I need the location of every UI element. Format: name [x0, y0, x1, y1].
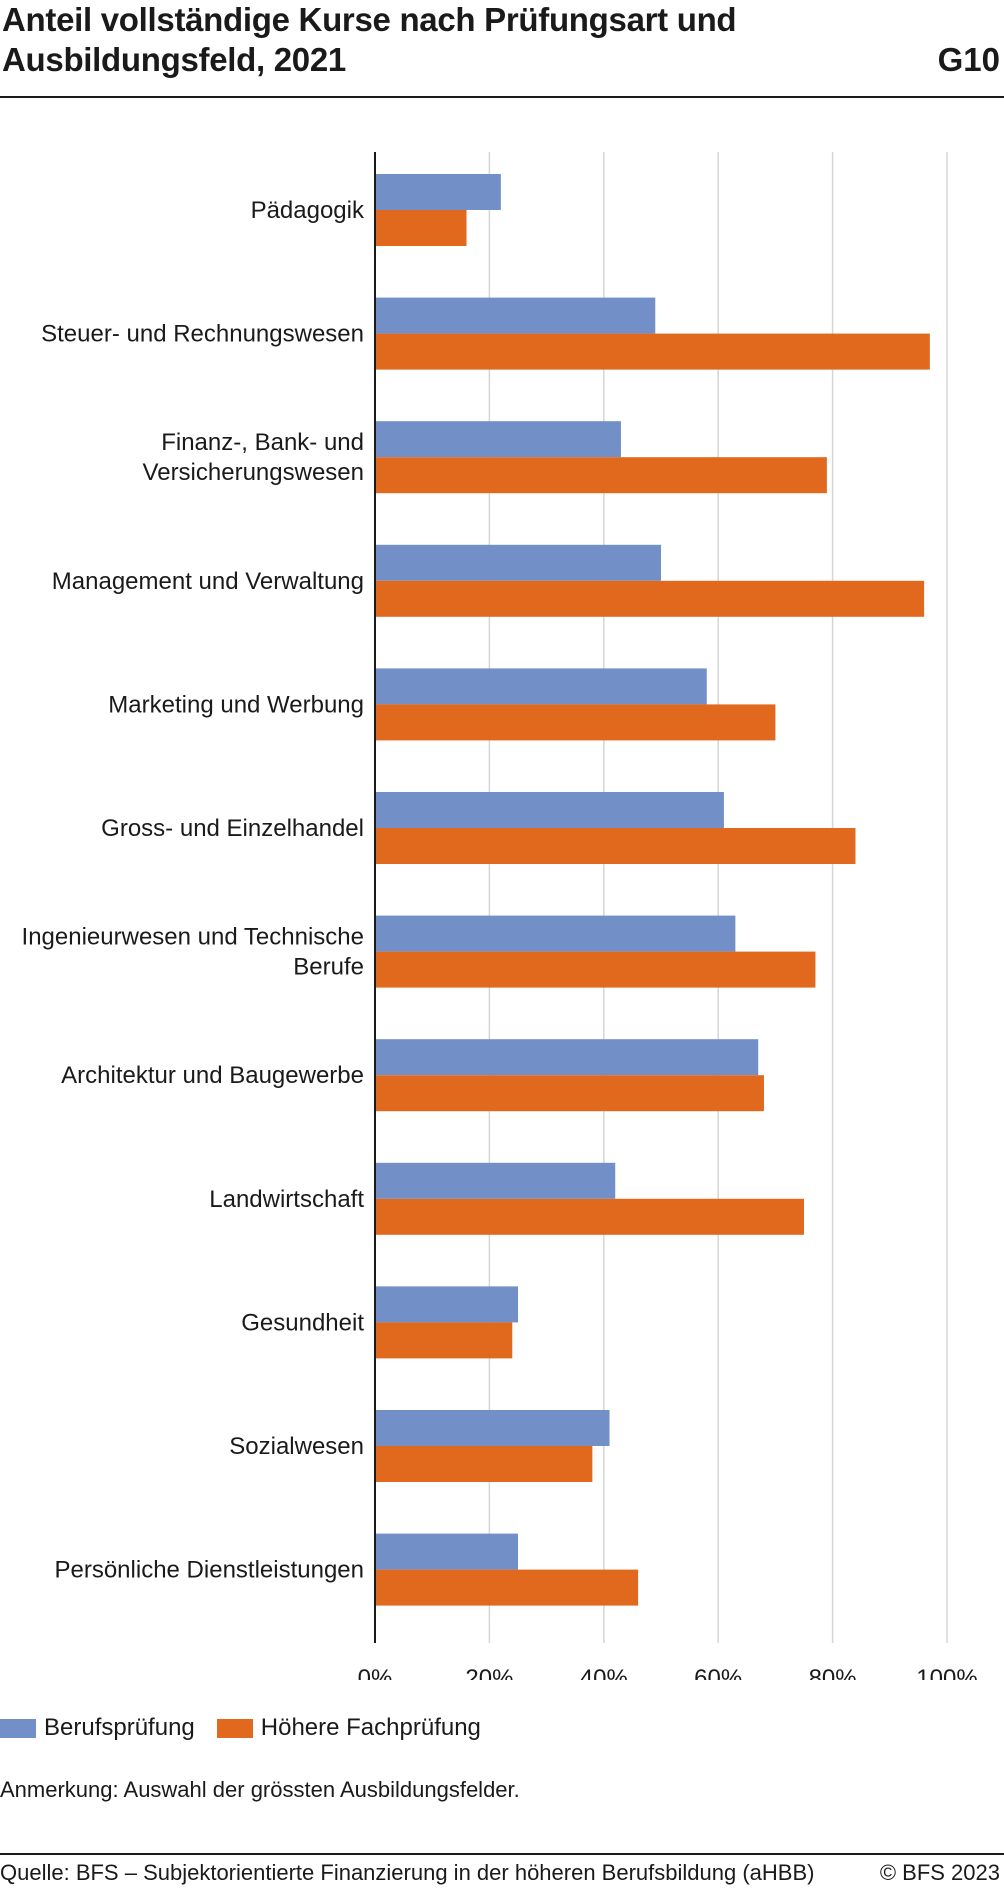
bar-berufspruefung [375, 1039, 759, 1076]
category-label-line: Marketing und Werbung [108, 691, 364, 718]
bar-hoehere-fachpruefung [375, 1446, 593, 1482]
category-label: Landwirtschaft [209, 1186, 364, 1213]
category-label: Architektur und Baugewerbe [61, 1062, 364, 1089]
bar-chart: Pädagogik Steuer- und Rechnungswesen Finan… [22, 152, 978, 1680]
legend: Berufsprüfung Höhere Fachprüfung [0, 1712, 503, 1744]
bar-berufspruefung [375, 1533, 518, 1570]
category-label: Sozialwesen [229, 1433, 364, 1460]
x-tick-label: 60% [694, 1665, 742, 1680]
category-label-line: Gesundheit [241, 1309, 364, 1336]
x-tick-labels: 0% 20% 40% 60% 80% 100% [358, 1665, 978, 1680]
category-label-line: Pädagogik [251, 197, 365, 224]
category-label: Persönliche Dienstleistungen [54, 1557, 364, 1584]
chart-title: Anteil vollständige Kurse nach Prüfungsa… [2, 1, 737, 78]
category-label: Management und Verwaltung [52, 568, 364, 595]
bar-berufspruefung [375, 1410, 610, 1446]
chart-note: Anmerkung: Auswahl der grössten Ausbildu… [0, 1777, 520, 1802]
legend-item-hoehere-fachpruefung: Höhere Fachprüfung [216, 1714, 481, 1742]
bar-berufspruefung [375, 792, 724, 828]
category-label: Gross- und Einzelhandel [101, 815, 364, 842]
category-label-line: Gross- und Einzelhandel [101, 815, 364, 842]
category-label-line: Ingenieurwesen und Technische [22, 924, 364, 951]
bar-berufspruefung [375, 421, 621, 458]
category-label: Gesundheit [241, 1309, 364, 1336]
legend-swatch-hoehere-fachpruefung [216, 1718, 253, 1738]
category-label: Finanz-, Bank- und Versicherungswesen [143, 429, 364, 486]
header-divider [0, 96, 1004, 98]
legend-swatch-berufspruefung [0, 1718, 36, 1738]
category-label-line: Architektur und Baugewerbe [61, 1062, 364, 1089]
bar-hoehere-fachpruefung [375, 1322, 513, 1359]
x-tick-label: 40% [580, 1665, 628, 1680]
category-label-line: Finanz-, Bank- und [161, 429, 364, 456]
category-label-line: Landwirtschaft [209, 1186, 364, 1213]
bar-hoehere-fachpruefung [375, 951, 816, 988]
bar-berufspruefung [375, 668, 707, 705]
category-label: Marketing und Werbung [108, 691, 364, 718]
legend-label-hoehere-fachpruefung: Höhere Fachprüfung [260, 1714, 481, 1741]
bar-hoehere-fachpruefung [375, 457, 827, 494]
bar-berufspruefung [375, 174, 501, 210]
category-label-line: Berufe [293, 954, 364, 981]
legend-label-berufspruefung: Berufsprüfung [44, 1714, 195, 1741]
bar-hoehere-fachpruefung [375, 333, 930, 370]
bar-berufspruefung [375, 544, 661, 581]
category-labels: Pädagogik Steuer- und Rechnungswesen Finan… [22, 197, 365, 1584]
bar-hoehere-fachpruefung [375, 1075, 764, 1112]
bar-hoehere-fachpruefung [375, 828, 856, 864]
bar-berufspruefung [375, 297, 656, 334]
source-text: Quelle: BFS – Subjektorientierte Finanzi… [0, 1860, 815, 1885]
bar-hoehere-fachpruefung [375, 210, 467, 246]
category-label: Pädagogik [251, 197, 365, 224]
x-tick-label: 80% [809, 1665, 857, 1680]
bar-hoehere-fachpruefung [375, 1198, 804, 1235]
bar-hoehere-fachpruefung [375, 1569, 639, 1606]
bar-berufspruefung [375, 1286, 518, 1323]
bar-hoehere-fachpruefung [375, 580, 925, 617]
bars [375, 174, 930, 1606]
x-tick-label: 100% [916, 1665, 977, 1680]
category-label: Ingenieurwesen und Technische Berufe [22, 924, 364, 981]
legend-item-berufspruefung: Berufsprüfung [0, 1714, 195, 1742]
category-label-line: Versicherungswesen [143, 459, 364, 486]
x-tick-label: 20% [465, 1665, 513, 1680]
x-tick-label: 0% [358, 1665, 393, 1680]
category-label-line: Sozialwesen [229, 1433, 364, 1460]
footer-divider [0, 1853, 1004, 1855]
category-label: Steuer- und Rechnungswesen [41, 321, 364, 348]
bar-berufspruefung [375, 915, 736, 952]
copyright-text: © BFS 2023 [879, 1860, 1000, 1885]
category-label-line: Persönliche Dienstleistungen [54, 1557, 364, 1584]
category-label-line: Steuer- und Rechnungswesen [41, 321, 364, 348]
grid-lines [488, 152, 948, 1643]
category-label-line: Management und Verwaltung [52, 568, 364, 595]
bar-berufspruefung [375, 1162, 616, 1199]
chart-code: G10 [937, 41, 1000, 78]
bar-hoehere-fachpruefung [375, 704, 776, 741]
